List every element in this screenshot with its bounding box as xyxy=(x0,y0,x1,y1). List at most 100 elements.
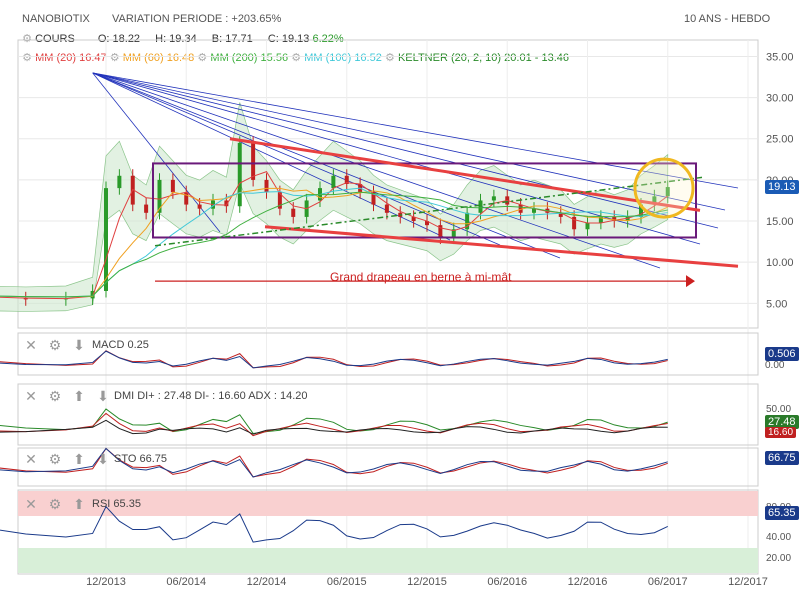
macd-label: MACD 0.25 xyxy=(92,339,149,351)
fan-line xyxy=(92,72,661,269)
macd-signal-line xyxy=(0,350,668,369)
sto-d-line xyxy=(0,447,668,478)
change-value: 6.22% xyxy=(312,33,344,45)
gear-icon[interactable]: ⚙ xyxy=(291,52,302,64)
dmi-badge-plus: 27.48 xyxy=(765,415,799,429)
highlight-circle xyxy=(633,157,695,219)
candle-body xyxy=(612,216,617,222)
y-tick-label: 10.00 xyxy=(766,257,794,269)
gear-icon[interactable]: ⚙ xyxy=(48,496,62,512)
cours-label: COURS xyxy=(35,33,75,45)
candle-body xyxy=(117,175,122,189)
low-value: B: 17.71 xyxy=(211,33,253,45)
rsi-oversold-zone xyxy=(18,548,758,573)
candle-body xyxy=(558,212,563,217)
mm20-label: MM (20) xyxy=(35,52,77,64)
candle-body xyxy=(425,221,429,226)
gear-icon[interactable]: ⚙ xyxy=(22,52,32,64)
rsi-line xyxy=(0,505,668,543)
dmi-frame xyxy=(17,383,759,446)
gear-icon[interactable]: ⚙ xyxy=(109,52,120,64)
rsi-label: RSI 65.35 xyxy=(92,498,141,510)
arrow-down-icon[interactable]: ⬇ xyxy=(97,388,109,404)
main-frame xyxy=(17,39,759,329)
mm100-value: 16.52 xyxy=(354,52,382,64)
open-value: O: 18.22 xyxy=(97,33,141,45)
candle-body xyxy=(197,204,202,209)
candle-body xyxy=(224,200,229,207)
adx-line xyxy=(0,419,668,435)
arrow-head xyxy=(686,275,695,288)
macd-badge: 0.506 xyxy=(765,347,799,361)
candle-body xyxy=(465,212,470,230)
candle-body xyxy=(438,225,443,238)
flag-lower-line xyxy=(264,225,739,268)
candle-body xyxy=(625,216,630,222)
candle-body xyxy=(251,142,256,180)
close-icon[interactable]: ✕ xyxy=(25,496,37,512)
close-icon[interactable]: ✕ xyxy=(25,451,37,467)
flag-upper-line xyxy=(229,137,701,212)
arrow-down-icon[interactable]: ⬇ xyxy=(97,451,109,467)
variation-period: VARIATION PERIODE : +203.65% xyxy=(112,13,282,25)
mm60-value: 16.48 xyxy=(166,52,195,64)
candle-body xyxy=(264,179,269,193)
dmi-top-tick: 50.00 xyxy=(766,404,792,415)
candle-body xyxy=(572,216,577,230)
macd-zero-tick: 0.00 xyxy=(765,360,785,371)
fan-line xyxy=(92,72,451,241)
arrow-up-icon[interactable]: ⬆ xyxy=(73,451,85,467)
candle-body xyxy=(331,175,336,189)
x-tick-label: 06/2017 xyxy=(648,576,688,588)
close-value: C: 19.13 xyxy=(267,33,310,45)
rsi-tick-40: 40.00 xyxy=(766,532,792,543)
mm200-line xyxy=(0,191,668,298)
gear-icon[interactable]: ⚙ xyxy=(22,33,32,45)
sto-badge: 66.75 xyxy=(765,451,799,465)
close-icon[interactable]: ✕ xyxy=(25,337,37,353)
keltner-band xyxy=(0,102,669,312)
mm200-value: 15.56 xyxy=(260,52,289,64)
candle-body xyxy=(104,188,108,291)
close-icon[interactable]: ✕ xyxy=(25,388,37,404)
candle-body xyxy=(639,204,643,217)
rsi-overbought-zone xyxy=(18,491,758,516)
sto-frame xyxy=(17,447,759,487)
candle-body xyxy=(384,204,389,213)
candle-body xyxy=(491,196,496,201)
gear-icon[interactable]: ⚙ xyxy=(48,451,62,467)
fan-line xyxy=(92,72,701,245)
candle-body xyxy=(411,216,416,222)
fan-line xyxy=(92,72,561,259)
fan-line xyxy=(92,72,501,246)
arrow-up-icon[interactable]: ⬆ xyxy=(73,496,85,512)
candle-body xyxy=(652,196,657,205)
x-tick-label: 06/2015 xyxy=(327,576,367,588)
x-tick-label: 12/2015 xyxy=(407,576,447,588)
candle-body xyxy=(237,142,242,207)
y-tick-label: 25.00 xyxy=(766,134,794,146)
gear-icon[interactable]: ⚙ xyxy=(48,337,62,353)
gear-icon[interactable]: ⚙ xyxy=(384,52,395,64)
gear-icon[interactable]: ⚙ xyxy=(197,52,208,64)
rsi-frame xyxy=(17,489,759,575)
fan-line xyxy=(92,72,726,211)
x-tick-label: 12/2013 xyxy=(86,576,126,588)
candle-body xyxy=(291,208,296,217)
mm100-label: MM (100) xyxy=(304,52,352,64)
candle-body xyxy=(518,204,523,213)
gear-icon[interactable]: ⚙ xyxy=(48,388,62,404)
candle-body xyxy=(90,290,95,299)
keltner-value: 20.01 - 13.46 xyxy=(504,52,569,64)
dmi-minus-line xyxy=(0,412,668,437)
arrow-up-icon[interactable]: ⬆ xyxy=(73,388,85,404)
flag-annotation: Grand drapeau en berne à mi-mât xyxy=(330,270,512,284)
rsi-tick-20: 20.00 xyxy=(766,553,792,564)
y-tick-label: 5.00 xyxy=(766,298,787,310)
macd-frame xyxy=(17,332,759,376)
symbol-title: NANOBIOTIX xyxy=(22,13,90,25)
arrow-down-icon[interactable]: ⬇ xyxy=(73,337,85,353)
indicator-legend: ⚙ MM (20) 16.47 ⚙ MM (60) 16.48 ⚙ MM (20… xyxy=(22,51,569,64)
consolidation-box xyxy=(152,162,697,239)
